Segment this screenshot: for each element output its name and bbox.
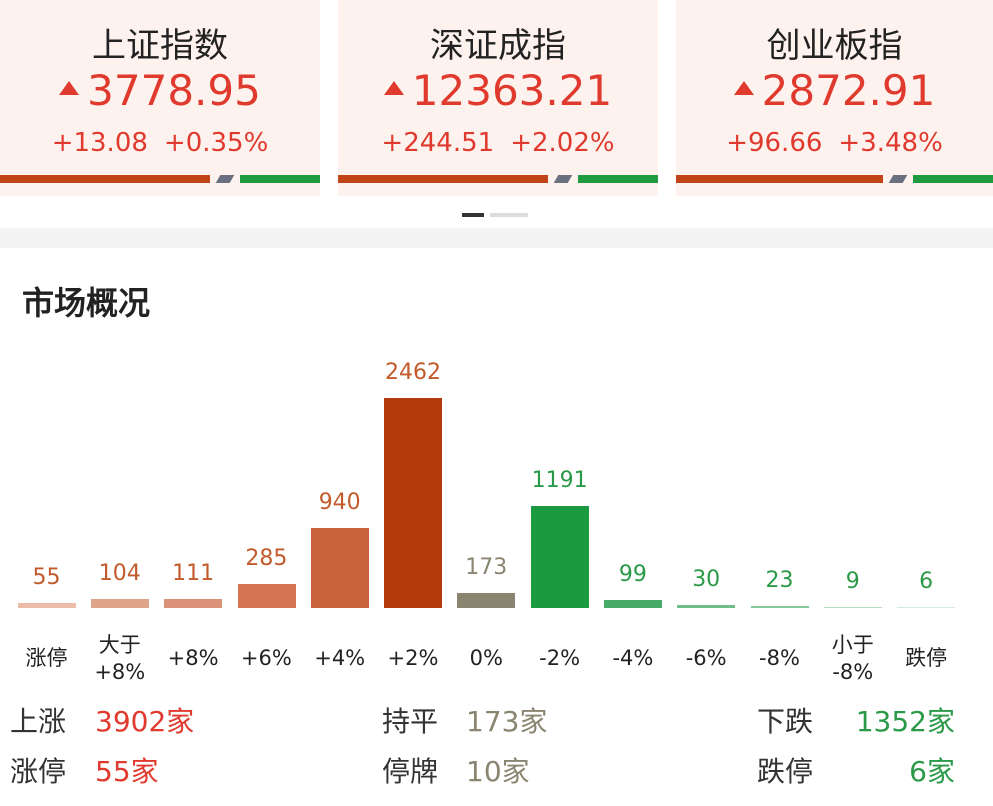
stripe-up bbox=[0, 175, 210, 183]
bar bbox=[90, 599, 149, 608]
value-label: 104 bbox=[98, 561, 141, 587]
summary-value: 6家 bbox=[909, 755, 955, 788]
section-title: 市场概况 bbox=[22, 284, 151, 322]
page-dot bbox=[490, 213, 528, 217]
bar bbox=[457, 593, 516, 608]
index-percent: +3.48% bbox=[838, 128, 943, 158]
summary-label: 跌停 bbox=[757, 755, 814, 788]
summary-value: 3902家 bbox=[95, 705, 195, 738]
stripe-up bbox=[676, 175, 883, 183]
stripe-up bbox=[338, 175, 548, 183]
index-change: +13.08 bbox=[51, 128, 148, 158]
summary-value: 10家 bbox=[466, 755, 530, 788]
value-label: 30 bbox=[692, 567, 721, 593]
index-value: 12363.21 bbox=[411, 66, 613, 115]
summary-label: 持平 bbox=[382, 705, 439, 738]
index-name: 深证成指 bbox=[430, 26, 566, 66]
index-value-row: 3778.95 bbox=[0, 66, 320, 115]
index-percent: +0.35% bbox=[163, 128, 269, 158]
bar bbox=[530, 506, 589, 608]
value-label: 173 bbox=[465, 555, 508, 581]
page-dot-active bbox=[462, 213, 484, 217]
x-tick-label: +2% bbox=[387, 646, 439, 670]
x-tick-label: 跌停 bbox=[905, 646, 948, 670]
bar bbox=[677, 605, 736, 608]
x-tick-label: +6% bbox=[240, 646, 292, 670]
index-value: 2872.91 bbox=[761, 66, 936, 115]
summary-value: 55家 bbox=[95, 755, 159, 788]
value-label: 285 bbox=[245, 545, 288, 571]
summary-label: 上涨 bbox=[10, 705, 67, 738]
summary-value: 1352家 bbox=[855, 705, 955, 738]
x-tick-label: 大于 +8% bbox=[94, 633, 146, 684]
up-arrow bbox=[383, 80, 404, 95]
index-value: 3778.95 bbox=[87, 66, 261, 115]
value-label: 1191 bbox=[531, 468, 588, 494]
summary-label: 停牌 bbox=[382, 755, 439, 788]
value-label: 55 bbox=[32, 565, 61, 591]
stripe-down bbox=[913, 175, 993, 183]
index-change-row: +13.08 +0.35% bbox=[0, 128, 320, 158]
value-label: 940 bbox=[318, 489, 361, 515]
value-label: 111 bbox=[172, 560, 215, 586]
stripe-down bbox=[240, 175, 320, 183]
bar bbox=[237, 583, 296, 608]
stripe-flat bbox=[215, 175, 235, 183]
up-arrow bbox=[733, 80, 754, 95]
x-tick-label: -8% bbox=[759, 646, 800, 670]
x-tick-label: +8% bbox=[167, 646, 219, 670]
stripe-flat bbox=[888, 175, 908, 183]
value-label: 99 bbox=[618, 561, 647, 587]
separator bbox=[0, 228, 993, 248]
stripe-down bbox=[578, 175, 658, 183]
index-card[interactable]: 上证指数 3778.95 +13.08 +0.35% bbox=[0, 0, 320, 196]
value-label: 23 bbox=[765, 568, 794, 594]
bar bbox=[604, 599, 663, 608]
bar bbox=[750, 606, 809, 608]
x-tick-label: 涨停 bbox=[25, 646, 68, 670]
x-tick-label: -2% bbox=[539, 646, 581, 670]
index-value-row: 12363.21 bbox=[338, 66, 658, 115]
index-change-row: +96.66 +3.48% bbox=[676, 128, 993, 158]
up-arrow bbox=[59, 80, 80, 95]
bar bbox=[310, 527, 369, 608]
x-tick-label: -4% bbox=[612, 646, 654, 670]
stripe-flat bbox=[553, 175, 573, 183]
index-change: +96.66 bbox=[726, 128, 823, 158]
index-value-row: 2872.91 bbox=[676, 66, 993, 115]
value-label: 6 bbox=[919, 569, 934, 595]
summary-value: 173家 bbox=[466, 705, 548, 738]
x-tick-label: -6% bbox=[685, 646, 727, 670]
summary-label: 涨停 bbox=[10, 755, 67, 788]
bar bbox=[17, 603, 76, 608]
bar bbox=[897, 607, 956, 608]
index-name: 创业板指 bbox=[766, 26, 903, 66]
index-name: 上证指数 bbox=[92, 26, 228, 66]
index-change-row: +244.51 +2.02% bbox=[338, 128, 658, 158]
index-card[interactable]: 深证成指 12363.21 +244.51 +2.02% bbox=[338, 0, 658, 196]
index-change: +244.51 bbox=[381, 128, 495, 158]
value-label: 9 bbox=[845, 569, 860, 595]
bar bbox=[384, 398, 443, 608]
index-percent: +2.02% bbox=[510, 128, 615, 158]
summary-label: 下跌 bbox=[757, 705, 814, 738]
bar bbox=[164, 598, 223, 608]
bar bbox=[823, 607, 882, 608]
value-label: 2462 bbox=[385, 360, 441, 385]
x-tick-label: +4% bbox=[314, 646, 366, 670]
index-card[interactable]: 创业板指 2872.91 +96.66 +3.48% bbox=[676, 0, 993, 196]
x-tick-label: 小于 -8% bbox=[831, 633, 874, 684]
x-tick-label: 0% bbox=[469, 646, 503, 670]
